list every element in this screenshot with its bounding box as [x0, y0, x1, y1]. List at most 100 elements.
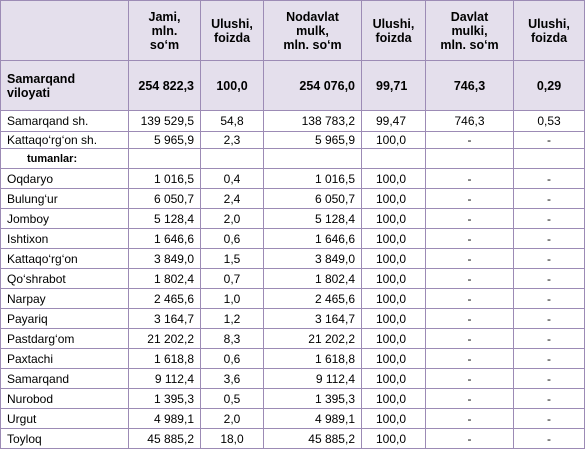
table-row: Paxtachi 1 618,8 0,6 1 618,8 100,0- -: [0, 348, 585, 369]
header-cell: Ulushi, foizda: [200, 0, 264, 61]
cell: 1 646,6: [128, 228, 201, 249]
cell: 746,3: [425, 60, 514, 111]
cell: -: [513, 288, 585, 309]
cell: -: [425, 308, 514, 329]
table-row: Samarqand viloyati 254 822,3 100,0 254 076,…: [0, 60, 585, 111]
row-label: Ishtixon: [0, 228, 129, 249]
row-label: Kattaqo‘rg‘on sh.: [0, 131, 129, 149]
cell: 138 783,2: [263, 110, 362, 132]
cell: 100,0: [361, 368, 426, 389]
row-label: Kattaqo‘rg‘on: [0, 248, 129, 269]
cell: 1,2: [200, 308, 264, 329]
row-label: Samarqand viloyati: [0, 60, 129, 111]
cell: 1,0: [200, 288, 264, 309]
cell: 100,0: [361, 188, 426, 209]
cell: [128, 148, 201, 169]
cell: -: [513, 428, 585, 449]
row-label: Pastdarg‘om: [0, 328, 129, 349]
cell: 54,8: [200, 110, 264, 132]
cell: 0,53: [513, 110, 585, 132]
row-label: Payariq: [0, 308, 129, 329]
cell: -: [425, 228, 514, 249]
cell: 0,7: [200, 268, 264, 289]
cell: 1 016,5: [263, 168, 362, 189]
cell: 0,6: [200, 228, 264, 249]
cell: -: [425, 208, 514, 229]
cell: 1,5: [200, 248, 264, 269]
cell: 2,4: [200, 188, 264, 209]
cell: 8,3: [200, 328, 264, 349]
cell: 4 989,1: [128, 408, 201, 429]
cell: -: [425, 131, 514, 149]
cell: 100,0: [361, 348, 426, 369]
cell: 1 646,6: [263, 228, 362, 249]
cell: 254 076,0: [263, 60, 362, 111]
cell: 0,5: [200, 388, 264, 409]
row-label: Narpay: [0, 288, 129, 309]
cell: [361, 148, 426, 169]
cell: 1 802,4: [263, 268, 362, 289]
header-cell: Ulushi, foizda: [513, 0, 585, 61]
cell: 100,0: [361, 228, 426, 249]
cell: 21 202,2: [128, 328, 201, 349]
cell: -: [425, 348, 514, 369]
cell: 5 965,9: [128, 131, 201, 149]
cell: -: [425, 288, 514, 309]
table-row: Payariq 3 164,7 1,2 3 164,7 100,0- -: [0, 308, 585, 329]
header-cell: Jami, mln. so‘m: [128, 0, 201, 61]
cell: 21 202,2: [263, 328, 362, 349]
cell: -: [513, 268, 585, 289]
cell: 2 465,6: [263, 288, 362, 309]
cell: -: [513, 328, 585, 349]
cell: 5 128,4: [128, 208, 201, 229]
cell: 254 822,3: [128, 60, 201, 111]
table-row: Urgut 4 989,1 2,0 4 989,1 100,0- -: [0, 408, 585, 429]
cell: 1 016,5: [128, 168, 201, 189]
cell: -: [513, 388, 585, 409]
cell: -: [425, 368, 514, 389]
cell: 0,6: [200, 348, 264, 369]
row-label: Jomboy: [0, 208, 129, 229]
cell: 6 050,7: [263, 188, 362, 209]
cell: 100,0: [361, 168, 426, 189]
cell: -: [425, 248, 514, 269]
cell: 1 618,8: [263, 348, 362, 369]
cell: 1 618,8: [128, 348, 201, 369]
cell: -: [513, 168, 585, 189]
cell: -: [513, 248, 585, 269]
data-table: Jami, mln. so‘m Ulushi, foizda Nodavlat mu…: [0, 0, 585, 449]
cell: 746,3: [425, 110, 514, 132]
header-cell: Ulushi, foizda: [361, 0, 426, 61]
cell: -: [425, 188, 514, 209]
cell: 3,6: [200, 368, 264, 389]
cell: -: [425, 268, 514, 289]
cell: -: [513, 368, 585, 389]
cell: 2 465,6: [128, 288, 201, 309]
row-label: Oqdaryo: [0, 168, 129, 189]
table-row: tumanlar:: [0, 148, 585, 169]
header-cell: [0, 0, 129, 61]
table-row: Kattaqo‘rg‘on 3 849,0 1,5 3 849,0 100,0- -: [0, 248, 585, 269]
table-header: Jami, mln. so‘m Ulushi, foizda Nodavlat mu…: [0, 0, 585, 61]
cell: 100,0: [361, 248, 426, 269]
table-row: Narpay 2 465,6 1,0 2 465,6 100,0- -: [0, 288, 585, 309]
cell: 100,0: [361, 328, 426, 349]
cell: 6 050,7: [128, 188, 201, 209]
cell: -: [513, 131, 585, 149]
table-row: Samarqand 9 112,4 3,6 9 112,4 100,0- -: [0, 368, 585, 389]
cell: 3 164,7: [263, 308, 362, 329]
cell: -: [513, 308, 585, 329]
cell: 3 849,0: [263, 248, 362, 269]
cell: 99,71: [361, 60, 426, 111]
cell: 99,47: [361, 110, 426, 132]
cell: 3 849,0: [128, 248, 201, 269]
row-label: Qo‘shrabot: [0, 268, 129, 289]
cell: -: [513, 408, 585, 429]
cell: 100,0: [361, 388, 426, 409]
cell: [263, 148, 362, 169]
row-label: Samarqand: [0, 368, 129, 389]
cell: -: [513, 228, 585, 249]
table-row: Jomboy 5 128,4 2,0 5 128,4 100,0- -: [0, 208, 585, 229]
cell: -: [513, 188, 585, 209]
